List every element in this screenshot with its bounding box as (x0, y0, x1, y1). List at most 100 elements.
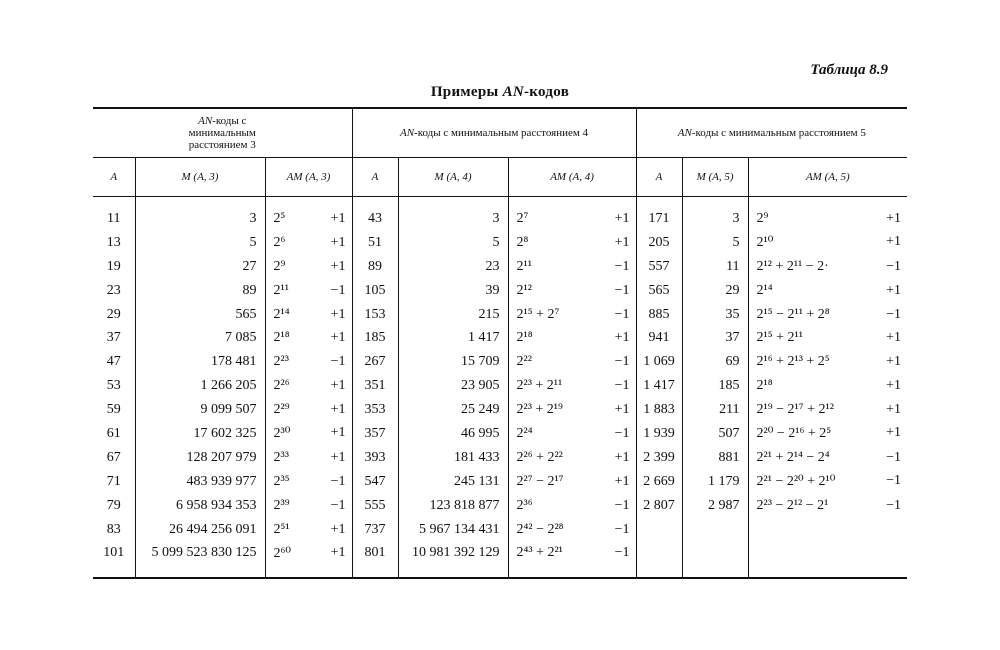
column-header: M (A, 4) (398, 157, 509, 197)
am-expression: 2³⁵ (273, 473, 290, 489)
am-sign: −1 (614, 521, 630, 537)
cell-a: 557 (636, 254, 683, 279)
cell-a (636, 517, 683, 542)
am-expression: 2²³ − 2¹² − 2¹ (756, 497, 829, 513)
cell-m: 25 249 (398, 398, 509, 423)
cell-am: +1 2¹⁸ (508, 326, 637, 351)
cell-am: −1 2⁴³ + 2²¹ (508, 541, 637, 580)
table-row: 101 5 099 523 830 125 +1 2⁶⁰ 801 10 981 392 1… (93, 541, 908, 580)
cell-a: 153 (352, 302, 399, 327)
table-title: Примеры AN-кодов (0, 84, 1000, 101)
cell-am: +1 2²³ + 2¹⁹ (508, 398, 637, 423)
am-expression: 2¹⁵ + 2¹¹ (756, 330, 803, 346)
cell-am: −1 2²³ + 2¹¹ (508, 374, 637, 399)
cell-am: −1 2¹² (508, 278, 637, 303)
cell-m: 1 417 (398, 326, 509, 351)
am-sign: −1 (886, 449, 902, 465)
table-row: 29 565 +1 2¹⁴ 153 215 −1 2¹⁵ + 2⁷ 885 35 −1 2¹⁵ − 2… (93, 302, 907, 327)
am-sign: +1 (886, 234, 902, 250)
cell-m: 46 995 (398, 422, 509, 446)
cell-am: +1 2⁸ (508, 230, 637, 255)
cell-a: 267 (352, 350, 399, 375)
am-expression: 2⁵ (273, 210, 286, 226)
am-expression: 2¹⁸ (756, 378, 773, 394)
cell-m: 39 (398, 278, 509, 303)
am-sign: +1 (886, 210, 902, 226)
am-expression: 2²⁶ + 2²² (516, 449, 563, 465)
cell-m: 2 987 (682, 493, 749, 518)
table-row: 47 178 481 −1 2²³ 267 15 709 −1 2²² 1 069 69 +1 2¹⁶… (93, 350, 907, 375)
cell-am: +1 2²⁰ − 2¹⁶ + 2⁵ (748, 422, 907, 446)
cell-m: 507 (682, 422, 749, 446)
section-header-distance-3: AN-коды с минимальным расстоянием 3 (93, 107, 353, 158)
cell-m: 565 (135, 302, 266, 327)
am-expression: 2³⁹ (273, 497, 290, 513)
am-expression: 2⁶⁰ (273, 545, 292, 561)
am-sign: +1 (330, 210, 346, 226)
cell-am: −1 2²³ (265, 350, 353, 375)
am-expression: 2¹⁵ + 2⁷ (516, 306, 560, 322)
cell-am: +1 2⁵¹ (265, 517, 353, 542)
am-sign: −1 (886, 258, 902, 274)
cell-am: +1 2¹⁵ + 2¹¹ (748, 326, 907, 350)
am-expression: 2¹² (516, 282, 532, 298)
cell-m: 5 967 134 431 (398, 517, 509, 542)
cell-a: 47 (93, 350, 136, 375)
am-expression: 2²⁰ − 2¹⁶ + 2⁵ (756, 426, 832, 442)
table-row: 61 17 602 325 +1 2³⁰ 357 46 995 −1 2²⁴ 1 939 507 +… (93, 422, 907, 446)
am-sign: −1 (886, 306, 902, 322)
am-expression: 2²⁶ (273, 378, 290, 394)
cell-a: 19 (93, 254, 136, 279)
am-expression: 2¹² + 2¹¹ − 2· (756, 258, 829, 274)
am-sign: +1 (614, 234, 630, 250)
cell-am: +1 2⁵ (265, 196, 353, 231)
table-row: 59 9 099 507 +1 2²⁹ 353 25 249 +1 2²³ + 2¹⁹ 1 88… (93, 398, 907, 423)
cell-am: −1 2⁴² − 2²⁸ (508, 517, 637, 542)
cell-m: 185 (682, 374, 749, 399)
column-header: AM (A, 5) (748, 157, 908, 197)
am-sign: +1 (330, 402, 346, 418)
am-sign: +1 (330, 425, 346, 441)
cell-a: 29 (93, 302, 136, 327)
section-header-distance-5: AN-коды с минимальным расстоянием 5 (636, 107, 908, 158)
cell-a: 171 (636, 196, 683, 231)
am-expression: 2³³ (273, 449, 289, 465)
cell-am: −1 2³⁶ (508, 493, 637, 518)
cell-a: 67 (93, 445, 136, 470)
am-expression: 2¹⁵ − 2¹¹ + 2⁸ (756, 306, 830, 322)
cell-a: 555 (352, 493, 399, 518)
am-expression: 2⁴³ + 2²¹ (516, 545, 563, 561)
am-sign: −1 (614, 354, 630, 370)
cell-m: 123 818 877 (398, 493, 509, 518)
cell-a: 89 (352, 254, 399, 279)
am-expression: 2¹¹ (516, 258, 532, 274)
cell-a: 357 (352, 422, 399, 446)
am-sign: +1 (614, 402, 630, 418)
cell-m: 178 481 (135, 350, 266, 375)
cell-m: 181 433 (398, 445, 509, 470)
cell-am: +1 2²⁶ + 2²² (508, 445, 637, 470)
cell-m: 6 958 934 353 (135, 493, 266, 518)
table-row: 71 483 939 977 −1 2³⁵ 547 245 131 +1 2²⁷ − 2¹⁷ 2… (93, 469, 907, 494)
am-sign: +1 (330, 306, 346, 322)
column-header: A (636, 157, 683, 197)
title-prefix: Примеры (430, 84, 503, 100)
table-row: 37 7 085 +1 2¹⁸ 185 1 417 +1 2¹⁸ 941 37 +1 2¹⁵ + 2¹… (93, 326, 907, 351)
am-sign: +1 (886, 402, 902, 418)
am-sign: −1 (614, 378, 630, 394)
cell-m: 9 099 507 (135, 398, 266, 423)
am-expression: 2²² (516, 354, 532, 370)
cell-a: 351 (352, 374, 399, 399)
cell-am: +1 2⁶ (265, 230, 353, 255)
an-codes-table: AN-коды с минимальным расстоянием 3 AN-к… (93, 107, 908, 580)
cell-m: 15 709 (398, 350, 509, 375)
cell-m (682, 541, 749, 580)
cell-m: 69 (682, 350, 749, 375)
cell-am: −1 2³⁹ (265, 493, 353, 518)
cell-m: 35 (682, 302, 749, 327)
cell-am: −1 2¹⁵ − 2¹¹ + 2⁸ (748, 303, 907, 327)
am-expression: 2⁹ (273, 258, 286, 274)
am-sign: −1 (614, 497, 630, 513)
column-header: A (93, 157, 136, 197)
cell-a: 59 (93, 398, 136, 423)
